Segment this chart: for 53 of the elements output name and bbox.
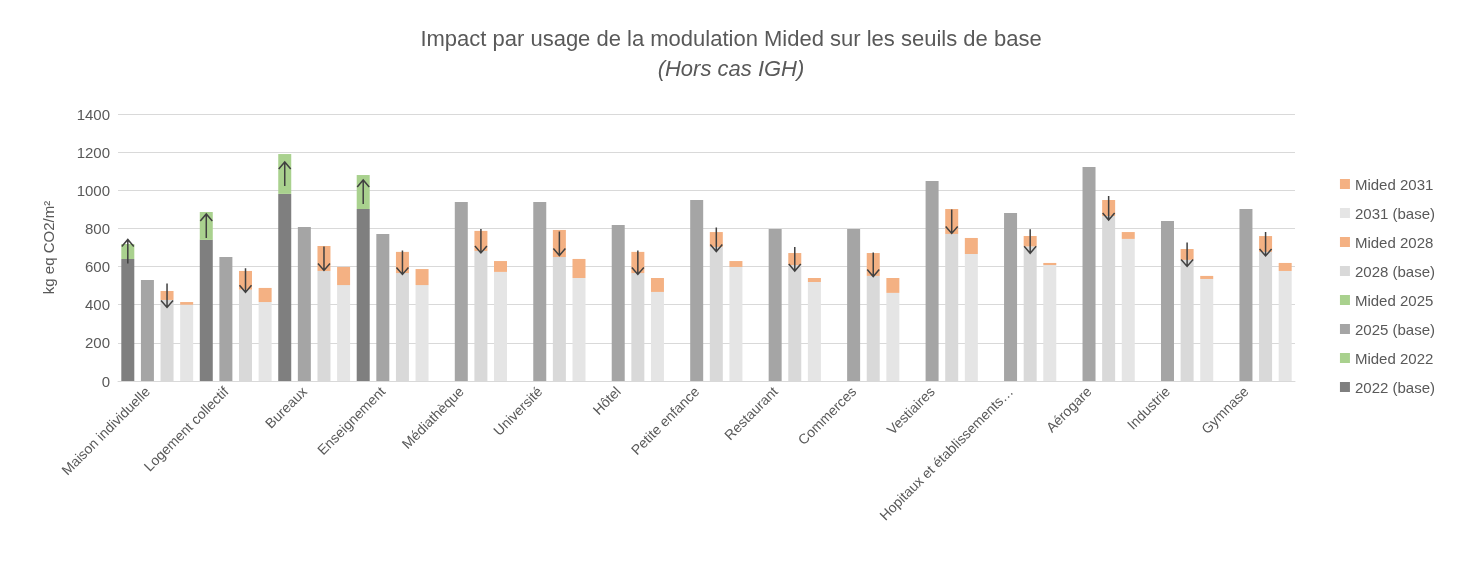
y-tick-label: 800 — [84, 219, 110, 237]
bar — [376, 233, 390, 381]
bar — [807, 278, 821, 283]
bar — [140, 279, 154, 381]
y-tick-label: 400 — [84, 296, 110, 314]
bar — [964, 237, 978, 254]
bar — [415, 269, 429, 286]
y-axis-title: kg eq CO2/m² — [40, 200, 57, 295]
bar — [356, 208, 370, 381]
bar — [768, 229, 782, 381]
bar — [1043, 262, 1057, 266]
bar — [1239, 208, 1253, 381]
bar — [1200, 275, 1214, 279]
bar — [650, 278, 664, 292]
bar — [847, 229, 861, 381]
bar — [454, 201, 468, 381]
bar — [690, 200, 704, 381]
bar — [1082, 167, 1096, 381]
y-tick-label: 600 — [84, 258, 110, 276]
bar — [1160, 220, 1174, 381]
bar — [886, 278, 900, 293]
y-tick-label: 1000 — [76, 181, 110, 199]
bar — [729, 261, 743, 267]
legend-label: 2031 (base) — [1354, 204, 1436, 222]
legend-label: 2028 (base) — [1354, 262, 1436, 280]
bar — [1004, 212, 1018, 381]
y-tick-label: 1200 — [76, 143, 110, 161]
legend-label: Mided 2028 — [1354, 233, 1434, 251]
bar — [121, 258, 135, 381]
bar — [1121, 232, 1135, 239]
y-tick-label: 200 — [84, 334, 110, 352]
bar — [611, 225, 625, 381]
bar — [572, 258, 586, 279]
bar — [219, 257, 233, 381]
bar — [278, 193, 292, 381]
bar — [1278, 262, 1292, 271]
bar — [494, 261, 508, 272]
y-tick-label: 0 — [101, 372, 110, 390]
legend-label: Mided 2022 — [1354, 349, 1434, 367]
legend-label: 2025 (base) — [1354, 320, 1436, 338]
legend-label: 2022 (base) — [1354, 378, 1436, 396]
chart-title: Impact par usage de la modulation Mided sur les seuils de base — [420, 25, 1042, 51]
bar — [297, 226, 311, 381]
legend-label: Mided 2025 — [1354, 291, 1434, 309]
bar — [180, 302, 194, 305]
bar — [258, 287, 272, 303]
bar — [925, 180, 939, 381]
bar — [533, 201, 547, 381]
bar — [337, 266, 351, 286]
legend-label: Mided 2031 — [1354, 175, 1434, 193]
bar — [278, 154, 292, 194]
y-tick-label: 1400 — [76, 105, 110, 123]
chart-subtitle: (Hors cas IGH) — [657, 55, 805, 81]
